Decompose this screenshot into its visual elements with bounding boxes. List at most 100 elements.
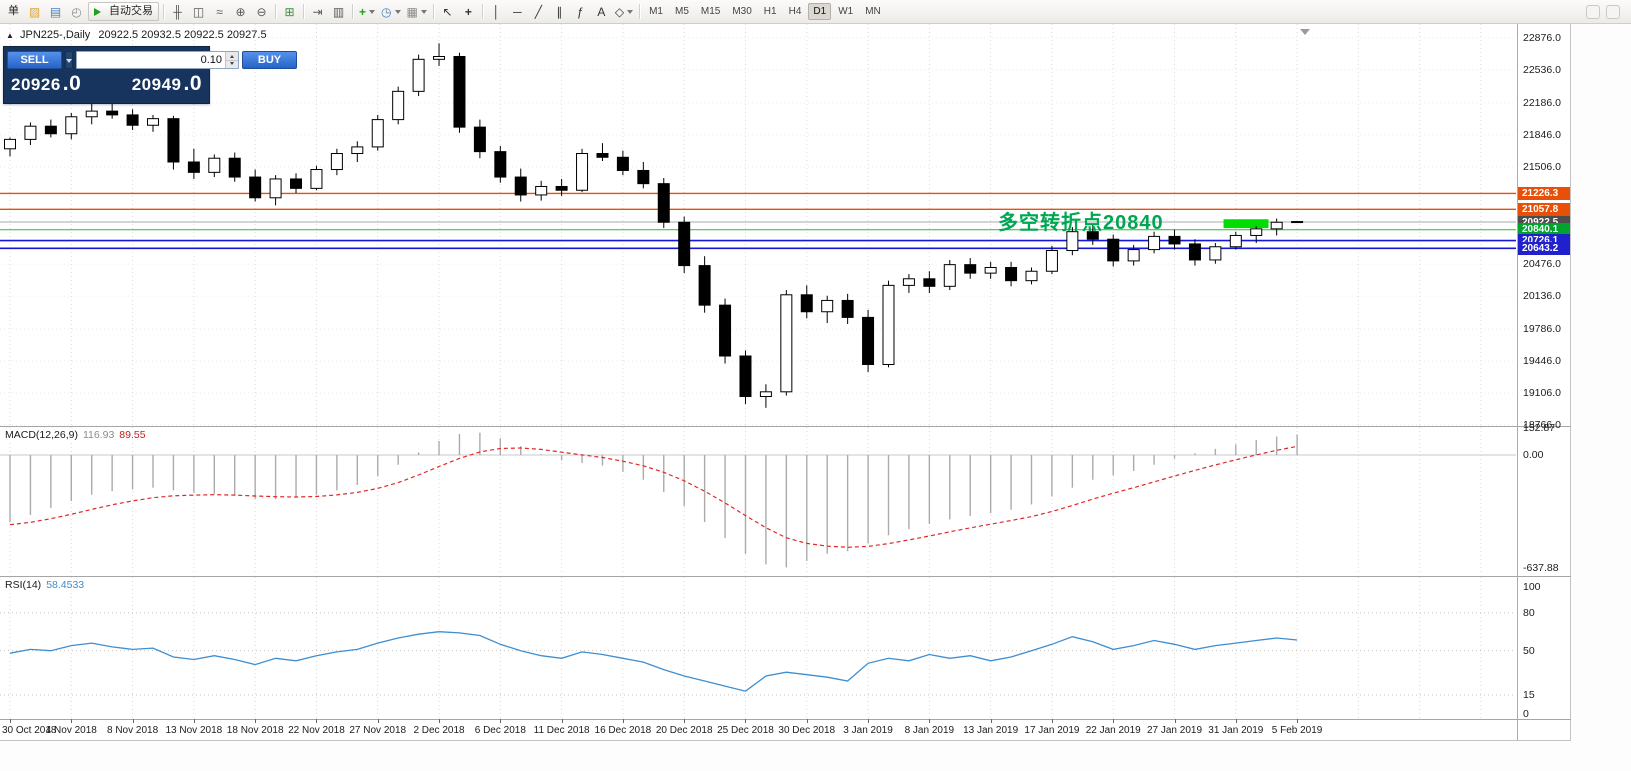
profiles-icon[interactable]: ▤ — [49, 4, 62, 19]
date-tick — [561, 719, 563, 723]
zoom-in-icon[interactable]: ⊕ — [235, 4, 246, 19]
date-axis[interactable]: 30 Oct 2018 4 Nov 2018 8 Nov 2018 13 Nov 20… — [0, 719, 1517, 741]
date-label: 4 Nov 2018 — [45, 725, 97, 736]
date-label: 30 Dec 2018 — [778, 725, 836, 736]
trade-options-caret[interactable] — [65, 51, 73, 69]
chart-window[interactable] — [0, 24, 1571, 741]
autotrading-button[interactable]: 自动交易 — [88, 2, 159, 21]
date-label: 8 Jan 2019 — [904, 725, 955, 736]
templates-icon[interactable]: ▦ — [405, 2, 429, 21]
data-window-icon[interactable]: ◴ — [71, 4, 82, 19]
periods-icon[interactable]: ◷ — [379, 2, 402, 21]
buy-button[interactable]: BUY — [242, 51, 297, 69]
auto-scroll-icon[interactable]: ⇥ — [312, 4, 323, 19]
date-tick — [745, 719, 747, 723]
timeframe-m30-button[interactable]: M30 — [732, 6, 752, 17]
date-label: 3 Jan 2019 — [843, 725, 893, 736]
trendline-icon[interactable]: ╱ — [534, 4, 542, 19]
timeframe-m1-button[interactable]: M1 — [649, 6, 663, 17]
price-grid-label: 21846.0 — [1523, 129, 1561, 142]
chart-profile-icon[interactable] — [1586, 4, 1600, 19]
chart-shift-icon[interactable]: ▥ — [332, 4, 345, 19]
price-scale-separator — [1517, 24, 1518, 740]
sell-price: 20926.0 — [11, 72, 82, 95]
text-label-icon[interactable]: A — [597, 4, 606, 19]
rsi-axis-label: 0 — [1523, 707, 1529, 720]
cursor-icon[interactable]: ↖ — [442, 4, 453, 19]
toolbar-separator — [481, 4, 483, 19]
price-grid-label: 22186.0 — [1523, 97, 1561, 110]
horizontal-line-icon[interactable]: ─ — [513, 4, 522, 19]
date-tick — [1297, 719, 1299, 723]
zoom-out-icon[interactable]: ⊖ — [256, 4, 267, 19]
panel-separator[interactable] — [0, 426, 1571, 427]
fibonacci-icon[interactable]: ƒ — [577, 4, 584, 19]
bar-chart-icon[interactable]: ╫ — [173, 4, 182, 19]
volume-input[interactable] — [77, 52, 225, 68]
macd-axis-label: 152.87 — [1523, 422, 1556, 435]
volume-up-button[interactable] — [226, 52, 238, 60]
timeframe-h1-button[interactable]: H1 — [763, 6, 777, 17]
toolbar-separator — [163, 4, 164, 19]
tile-windows-icon[interactable]: ⊞ — [284, 4, 295, 19]
new-order-button[interactable]: 单 — [8, 5, 19, 17]
date-label: 30 Oct 2018 — [2, 725, 57, 736]
equidistant-channel-icon[interactable]: ∥ — [556, 4, 563, 19]
volume-down-button[interactable] — [226, 59, 238, 68]
rsi-indicator-plot[interactable] — [0, 577, 1516, 718]
chart-annotation[interactable]: 多空转折点20840 — [998, 212, 1164, 234]
price-tag: 20643.2 — [1518, 241, 1570, 255]
chevron-up-icon — [230, 53, 234, 59]
timeframe-w1-button[interactable]: W1 — [838, 6, 854, 17]
macd-indicator-plot[interactable] — [0, 427, 1516, 575]
date-tick — [71, 719, 73, 723]
date-tick — [132, 719, 134, 723]
arrows-icon[interactable]: ◇ — [613, 2, 635, 21]
rsi-label: RSI(14) 58.4533 — [5, 579, 85, 591]
timeframe-d1-button[interactable]: D1 — [808, 3, 832, 20]
line-chart-icon[interactable]: ≈ — [216, 4, 223, 19]
date-tick — [1113, 719, 1115, 723]
toolbar-separator — [432, 4, 434, 19]
sell-button[interactable]: SELL — [7, 51, 62, 69]
chart-marker-icon: ▲ — [6, 31, 14, 40]
timeframe-mn-button[interactable]: MN — [865, 6, 881, 17]
date-label: 13 Jan 2019 — [963, 725, 1019, 736]
vertical-line-icon[interactable]: │ — [492, 4, 501, 19]
toolbar-separator — [303, 4, 304, 19]
toolbar-separator — [275, 4, 276, 19]
timeframe-h4-button[interactable]: H4 — [788, 6, 802, 17]
chevron-down-icon — [66, 58, 72, 66]
help-icon[interactable] — [1606, 4, 1620, 19]
date-label: 17 Jan 2019 — [1024, 725, 1080, 736]
timeframe-m5-button[interactable]: M5 — [674, 6, 689, 17]
macd-label: MACD(12,26,9) 116.93 89.55 — [5, 429, 146, 441]
price-scale[interactable]: 22876.0 22536.0 22186.0 21846.0 21506.0 20476… — [1517, 0, 1631, 771]
price-chart-plot[interactable] — [0, 24, 1516, 426]
scroll-to-end-icon[interactable] — [1300, 29, 1310, 40]
timeframe-m15-button[interactable]: M15 — [700, 6, 721, 17]
macd-axis-label: -637.88 — [1523, 561, 1559, 574]
date-tick — [193, 719, 195, 723]
candlestick-chart-icon[interactable]: ◫ — [192, 4, 205, 19]
panel-separator[interactable] — [0, 576, 1571, 577]
toolbar-separator — [352, 4, 353, 19]
toolbar-right — [1580, 0, 1620, 23]
date-label: 13 Nov 2018 — [165, 725, 223, 736]
charts-folder-icon[interactable]: ▨ — [28, 4, 41, 19]
buy-price: 20949.0 — [131, 72, 202, 95]
timeframe-bar: M1 M5 M15 M30 H1 H4 D1 W1 MN — [643, 0, 887, 23]
crosshair-icon[interactable]: + — [464, 4, 472, 19]
price-grid-label: 20136.0 — [1523, 290, 1561, 303]
dropdown-caret-icon — [369, 10, 376, 17]
date-label: 2 Dec 2018 — [413, 725, 465, 736]
one-click-trading-panel: SELL BUY 20926.0 20949.0 — [3, 46, 297, 104]
symbol-info: ▲ JPN225-,Daily 20922.5 20932.5 20922.5 … — [6, 29, 267, 41]
date-tick — [684, 719, 686, 723]
date-label: 20 Dec 2018 — [655, 725, 713, 736]
symbol-title: JPN225-,Daily — [19, 29, 91, 41]
date-label: 22 Nov 2018 — [288, 725, 345, 736]
date-label: 27 Jan 2019 — [1146, 725, 1203, 736]
indicators-icon[interactable]: + — [357, 2, 377, 21]
toolbar-separator — [639, 4, 641, 19]
